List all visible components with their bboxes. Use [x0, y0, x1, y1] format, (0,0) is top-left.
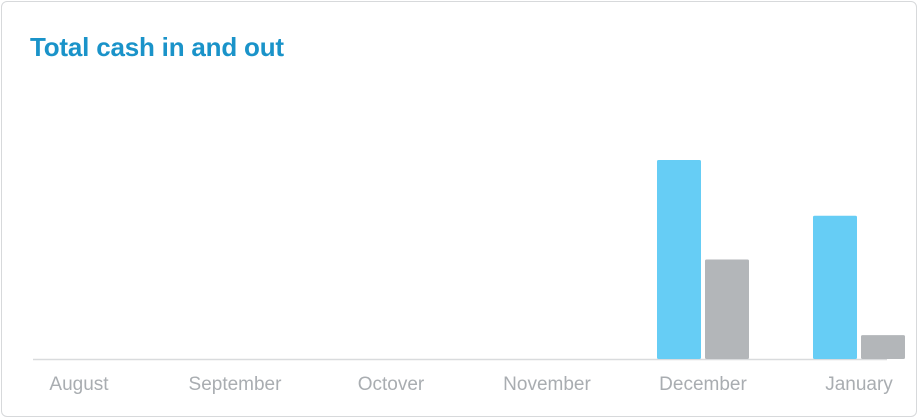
x-tick-label: January [825, 374, 893, 395]
bars-group [657, 160, 905, 359]
x-tick-label: August [49, 374, 109, 395]
x-tick-label: December [659, 374, 747, 395]
x-tick-label: September [189, 374, 283, 395]
bar-cash-out-january [861, 335, 905, 359]
x-tick-labels: August September Octover November December Ja… [49, 374, 893, 395]
x-tick-label: Octover [358, 374, 425, 395]
x-tick-label: November [503, 374, 591, 395]
bar-cash-in-december [657, 160, 701, 359]
bar-cash-out-december [705, 259, 749, 359]
bar-cash-in-january [813, 215, 857, 359]
chart-title: Total cash in and out [30, 32, 284, 62]
